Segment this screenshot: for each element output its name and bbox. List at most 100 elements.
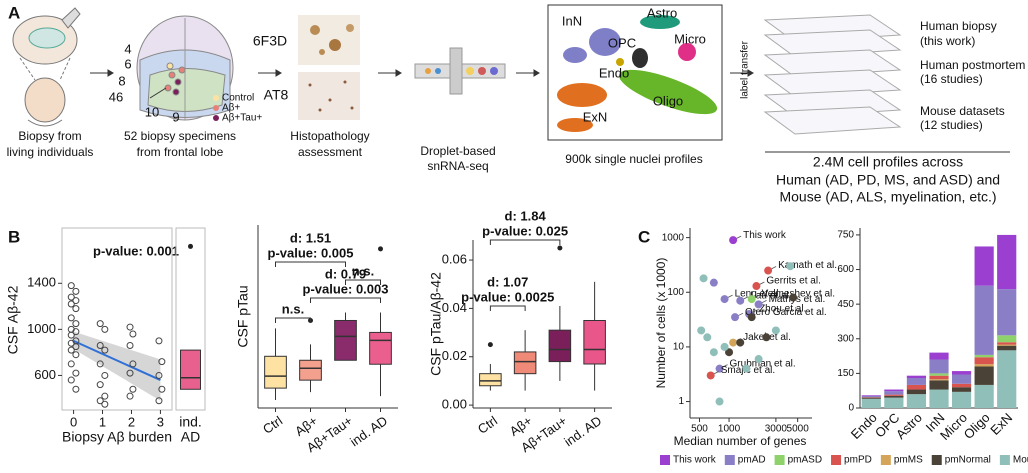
- point: [72, 385, 80, 393]
- point: [72, 287, 80, 295]
- y-tick-label: 600: [34, 367, 56, 382]
- brain-area: 10: [145, 104, 159, 119]
- point-label: Gerrits et al.: [766, 276, 820, 287]
- bracket: [489, 305, 526, 311]
- point: [715, 397, 724, 406]
- x-axis-label: Biopsy Aβ burden: [62, 429, 172, 445]
- point: [101, 325, 109, 333]
- annotation: n.s.: [352, 263, 374, 278]
- bar-segment: [861, 396, 881, 398]
- point: [101, 400, 109, 408]
- bar-segment: [974, 354, 994, 358]
- annotation: d: 0.79: [325, 266, 366, 281]
- group-legend: Aβ+Tau+: [222, 113, 262, 124]
- cluster-label: Oligo: [653, 93, 683, 108]
- point: [725, 348, 734, 357]
- umap: [547, 4, 723, 141]
- bar-segment: [997, 289, 1017, 336]
- point: [129, 330, 137, 338]
- point: [72, 369, 80, 377]
- panel-label: C: [638, 227, 650, 246]
- bar-segment: [861, 397, 881, 399]
- annotation: p-value: 0.0025: [461, 289, 554, 304]
- y-tick-label: 0.04: [442, 300, 467, 315]
- legend-swatch: [774, 455, 785, 465]
- layer-label: (12 studies): [920, 118, 983, 132]
- legend-label: This work: [673, 455, 717, 466]
- point-label: This work: [743, 230, 787, 241]
- bar-segment: [884, 389, 904, 392]
- point: [67, 300, 75, 308]
- y-tick-label: 0.06: [442, 252, 467, 267]
- bar-segment: [951, 371, 972, 375]
- point: [67, 314, 75, 322]
- bracket: [345, 279, 381, 285]
- x-tick-label: ind. AD: [347, 413, 390, 449]
- x-tick-label: ind. AD: [561, 413, 604, 449]
- point: [72, 343, 80, 351]
- x-tick-label: ExN: [987, 410, 1015, 438]
- point: [786, 262, 795, 271]
- point: [754, 300, 763, 309]
- stain-label: 6F3D: [253, 33, 287, 49]
- box: [548, 329, 572, 363]
- point-label: Grubman et al.: [730, 358, 796, 369]
- bar-segment: [974, 364, 994, 367]
- point: [72, 351, 80, 359]
- label-transfer: label transfer: [740, 40, 751, 98]
- point: [764, 266, 773, 275]
- brain-illustration: [136, 15, 234, 121]
- x-tick-label: Astro: [893, 410, 925, 442]
- outlier: [378, 246, 383, 252]
- x-tick-label: 3000: [765, 424, 788, 435]
- x-tick-label: 500: [691, 424, 708, 435]
- point: [155, 397, 163, 405]
- y-tick-label: 0.02: [442, 348, 467, 363]
- point: [742, 364, 751, 373]
- side-frame: [175, 227, 206, 411]
- x-axis-label: Median number of genes: [674, 434, 807, 448]
- point: [736, 296, 745, 305]
- annotation: p-value: 0.003: [303, 281, 389, 296]
- summary: 2.4M cell profiles across: [813, 154, 963, 170]
- step-caption: 52 biopsy specimens: [124, 129, 236, 143]
- y-tick-label: 0.00: [442, 397, 467, 412]
- y-tick-label: 1400: [27, 275, 56, 290]
- fit-line: [73, 339, 161, 381]
- point: [96, 397, 104, 405]
- point: [158, 358, 166, 366]
- annotation: d: 1.51: [290, 230, 331, 245]
- bar-segment: [861, 395, 881, 396]
- point: [126, 369, 134, 377]
- cluster-label: OPC: [608, 35, 636, 50]
- point: [731, 313, 740, 322]
- box: [513, 351, 537, 375]
- point: [67, 293, 75, 301]
- legend-label: pmMS: [894, 455, 923, 466]
- bar-segment: [951, 383, 972, 388]
- box: [180, 349, 201, 390]
- point: [155, 371, 163, 379]
- cluster-label: Micro: [674, 31, 706, 46]
- x-tick-label: 0: [70, 414, 77, 429]
- bracket: [310, 297, 381, 303]
- annotation: d: 1.07: [487, 274, 528, 289]
- point: [101, 371, 109, 379]
- annotation: n.s.: [282, 301, 304, 316]
- bar-segment: [929, 380, 949, 390]
- bar-segment: [951, 374, 972, 384]
- bar-segment: [929, 389, 949, 408]
- y-tick-label: 600: [837, 264, 854, 275]
- point: [789, 293, 798, 302]
- bar-segment: [906, 394, 927, 408]
- y-axis-label: CSF pTau/Aβ-42: [428, 272, 444, 376]
- x-tick-label: 2: [128, 414, 135, 429]
- y-tick-label: 1: [678, 396, 684, 407]
- bar-segment: [974, 357, 994, 365]
- legend-swatch: [831, 455, 842, 465]
- bar-segment: [974, 246, 994, 286]
- brain-area: 6: [124, 56, 131, 71]
- point-label: Kamath et al.: [778, 260, 837, 271]
- y-tick-label: 1000: [27, 321, 56, 336]
